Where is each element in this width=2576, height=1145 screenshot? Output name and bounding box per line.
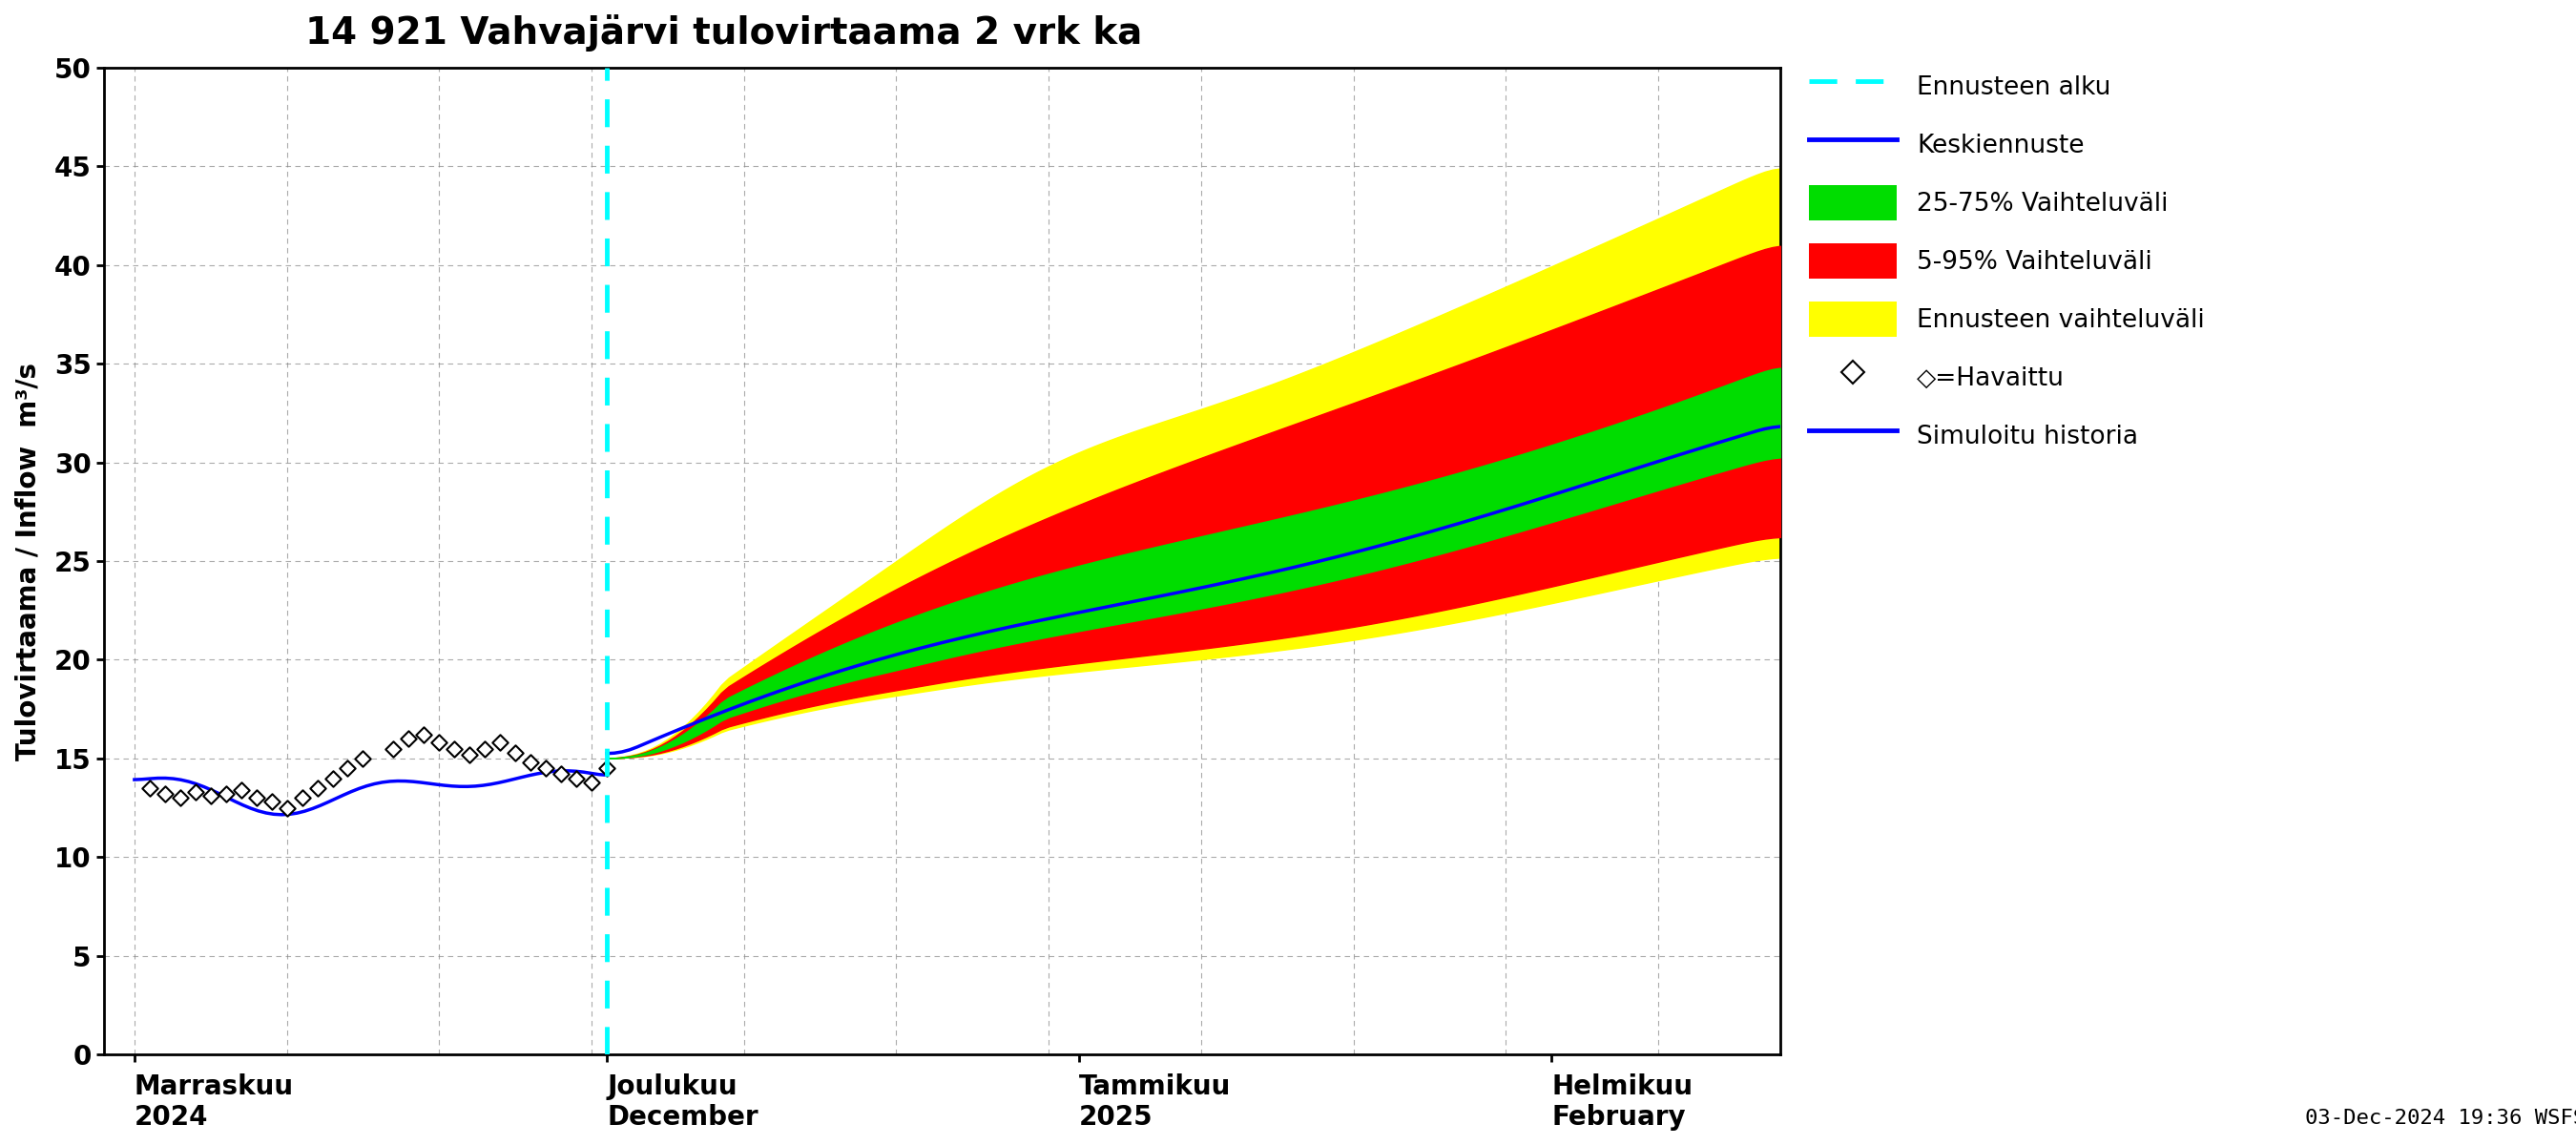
Point bbox=[374, 740, 415, 758]
Point bbox=[222, 781, 263, 799]
Point bbox=[510, 753, 551, 772]
Point bbox=[281, 789, 322, 807]
Point bbox=[556, 769, 598, 788]
Legend: Ennusteen alku, Keskiennuste, 25-75% Vaihteluväli, 5-95% Vaihteluväli, Ennusteen: Ennusteen alku, Keskiennuste, 25-75% Vai… bbox=[1801, 61, 2213, 461]
Point bbox=[448, 745, 489, 764]
Point bbox=[417, 734, 459, 752]
Point bbox=[541, 765, 582, 783]
Point bbox=[526, 759, 567, 777]
Point bbox=[343, 749, 384, 767]
Text: 14 921 Vahvajärvi tulovirtaama 2 vrk ka: 14 921 Vahvajärvi tulovirtaama 2 vrk ka bbox=[304, 14, 1141, 52]
Point bbox=[389, 729, 430, 748]
Point bbox=[265, 798, 307, 816]
Point bbox=[129, 779, 170, 797]
Point bbox=[479, 734, 520, 752]
Point bbox=[433, 740, 474, 758]
Text: 03-Dec-2024 19:36 WSFS-O: 03-Dec-2024 19:36 WSFS-O bbox=[2306, 1108, 2576, 1128]
Point bbox=[250, 792, 291, 811]
Point bbox=[327, 759, 368, 777]
Point bbox=[572, 773, 613, 791]
Point bbox=[495, 743, 536, 761]
Y-axis label: Tulovirtaama / Inflow  m³/s: Tulovirtaama / Inflow m³/s bbox=[15, 362, 41, 760]
Point bbox=[587, 759, 629, 777]
Point bbox=[175, 783, 216, 802]
Point bbox=[312, 769, 353, 788]
Point bbox=[191, 787, 232, 805]
Point bbox=[464, 740, 505, 758]
Point bbox=[404, 726, 446, 744]
Point bbox=[160, 789, 201, 807]
Point bbox=[206, 784, 247, 803]
Point bbox=[237, 789, 278, 807]
Point bbox=[296, 779, 337, 797]
Point bbox=[144, 784, 185, 803]
